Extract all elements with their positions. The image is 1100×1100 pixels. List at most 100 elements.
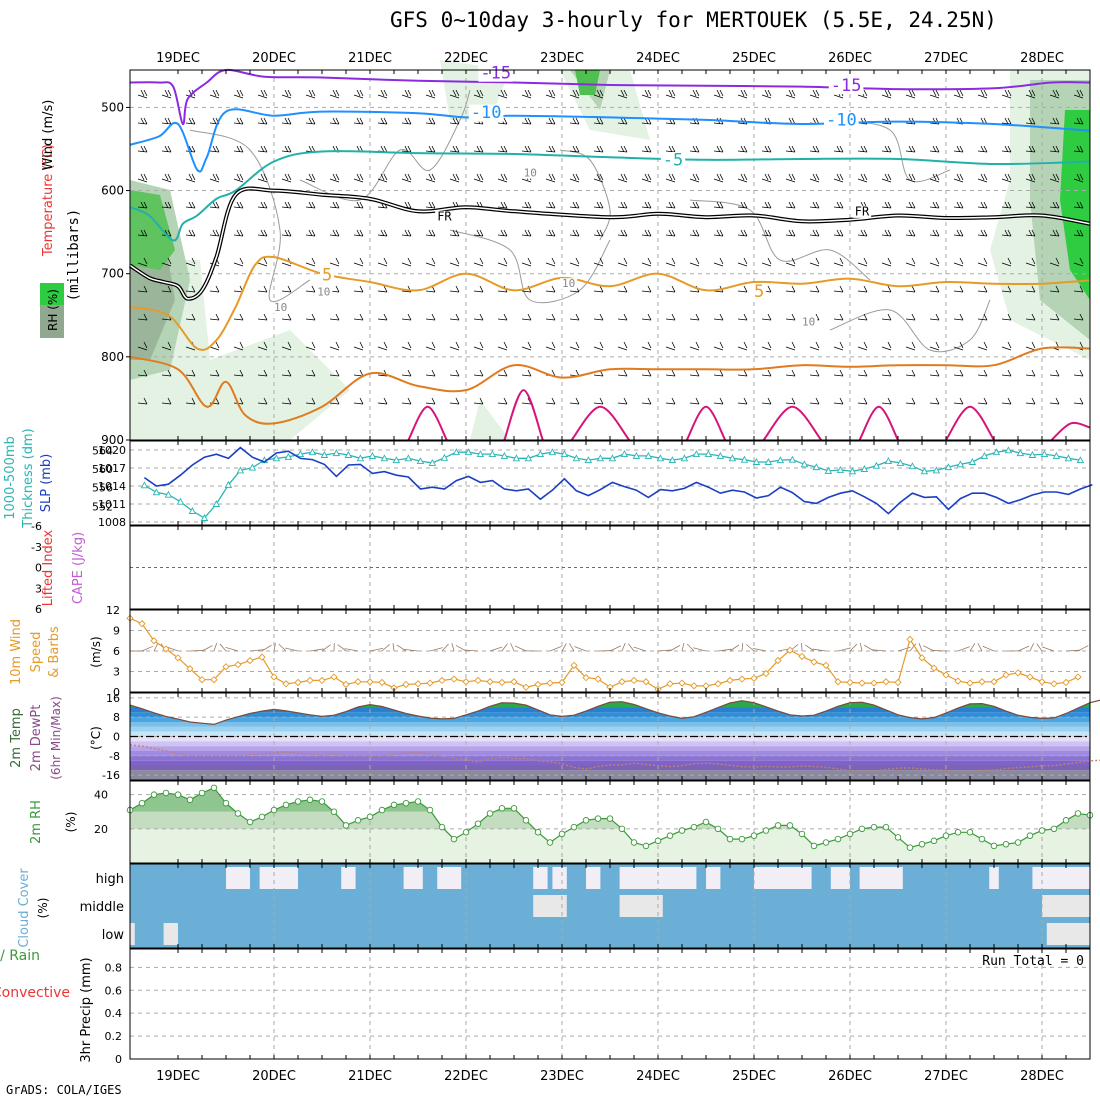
wind-barb xyxy=(191,201,196,209)
wind-barb xyxy=(953,94,964,99)
cloud-clear-block xyxy=(619,867,697,889)
wind-barb xyxy=(983,285,988,293)
wind-barb xyxy=(668,89,673,97)
wind-barb xyxy=(161,206,172,209)
wind-barb xyxy=(1001,318,1012,321)
wind-barb xyxy=(815,173,820,181)
wind-barb xyxy=(593,150,604,153)
wind-barb xyxy=(383,89,388,97)
wind-barb xyxy=(983,201,988,209)
wind10m-barb xyxy=(321,644,331,652)
wind-barb xyxy=(425,374,436,377)
wind-barb xyxy=(1028,117,1033,125)
wind-barb xyxy=(311,89,316,97)
wind-barb xyxy=(908,89,913,97)
thickness-point xyxy=(848,467,857,475)
wind10m-point xyxy=(330,673,338,681)
thickness-point xyxy=(992,448,1001,456)
wind-barb xyxy=(329,94,340,99)
wind-barb xyxy=(425,178,436,183)
wind-barb xyxy=(905,206,916,209)
wind-barb xyxy=(137,402,148,405)
wind-barb xyxy=(905,318,916,321)
wind-barb xyxy=(929,262,940,267)
wind10m-point xyxy=(222,663,230,671)
wind-barb xyxy=(305,262,316,267)
wind10m-point xyxy=(1014,669,1022,677)
wind-barb xyxy=(209,94,220,99)
wind10m-point xyxy=(738,675,746,683)
rh2m-point xyxy=(606,815,614,822)
wind-barb xyxy=(788,173,793,181)
isotherm-plus15 xyxy=(503,389,544,441)
wind-barb xyxy=(791,201,796,209)
wind-barb xyxy=(647,145,652,153)
wind-barb xyxy=(959,285,964,293)
wind-barb xyxy=(623,369,628,377)
wind-barb xyxy=(617,122,628,125)
wind-barb xyxy=(407,229,412,237)
wind-barb xyxy=(905,122,916,125)
wind-barb xyxy=(743,173,748,181)
wind-barb xyxy=(713,150,724,153)
wind10m-barb xyxy=(1065,649,1080,652)
wind10m-tick-label: 12 xyxy=(106,604,120,617)
wind-barb xyxy=(623,117,628,125)
wind-barb xyxy=(833,290,844,293)
wind-barb xyxy=(689,150,700,153)
wind-barb xyxy=(215,229,220,237)
wind10m-barb xyxy=(574,646,587,652)
wind-barb xyxy=(521,94,532,99)
temp-band xyxy=(130,722,1090,727)
wind-barb xyxy=(788,145,793,153)
temp-band xyxy=(130,726,1090,732)
wind-barb xyxy=(479,285,484,293)
wind-barb xyxy=(617,374,628,377)
wind-barb xyxy=(740,173,745,181)
wind10m-barb xyxy=(859,642,863,652)
wind-barb xyxy=(737,262,748,267)
wind-barb xyxy=(809,290,820,293)
thickness-point xyxy=(944,463,953,471)
wind10m-barb xyxy=(337,644,347,652)
wind-barb xyxy=(1031,201,1036,209)
wind-barb xyxy=(239,229,244,237)
wind-barb xyxy=(167,145,172,153)
wind-barb xyxy=(1025,346,1036,351)
isotherm-plus15 xyxy=(407,405,448,441)
wind-barb xyxy=(935,285,940,293)
cloud-level-label: low xyxy=(102,928,125,943)
wind-barb xyxy=(671,397,676,405)
wind-barb xyxy=(143,313,148,321)
slp-line xyxy=(143,446,1093,515)
rh2m-point xyxy=(846,830,854,838)
wind-barb xyxy=(809,374,820,377)
wind-barb xyxy=(473,290,484,293)
wind-barb xyxy=(185,178,196,183)
rh2m-point xyxy=(726,835,734,843)
wind-barb xyxy=(137,318,148,321)
wind-barb xyxy=(161,178,172,183)
wind-barb xyxy=(428,173,433,181)
temp2m-line xyxy=(129,699,1100,726)
wind-barb xyxy=(1031,369,1036,377)
wind-barb xyxy=(812,173,817,181)
wind-barb xyxy=(209,346,220,351)
thickness-point xyxy=(788,455,797,463)
wind-barb xyxy=(791,313,796,321)
wind-barb xyxy=(569,94,580,99)
wind10m-barb xyxy=(404,648,419,652)
wind-barb xyxy=(167,173,172,181)
thickness-point xyxy=(656,454,665,462)
wind10m-barb xyxy=(153,643,159,652)
wind-barb xyxy=(260,201,265,209)
wind-barb xyxy=(143,229,148,237)
wind10m-point xyxy=(726,676,734,685)
temp2m-axis-label-1: 2m Temp xyxy=(9,708,24,768)
wind10m-barb xyxy=(569,643,575,652)
wind-barb xyxy=(305,374,316,377)
wind-barb xyxy=(572,89,577,97)
contour-label: 10 xyxy=(274,301,287,314)
wind-barb xyxy=(1001,234,1012,237)
wind-barb xyxy=(1079,341,1084,349)
